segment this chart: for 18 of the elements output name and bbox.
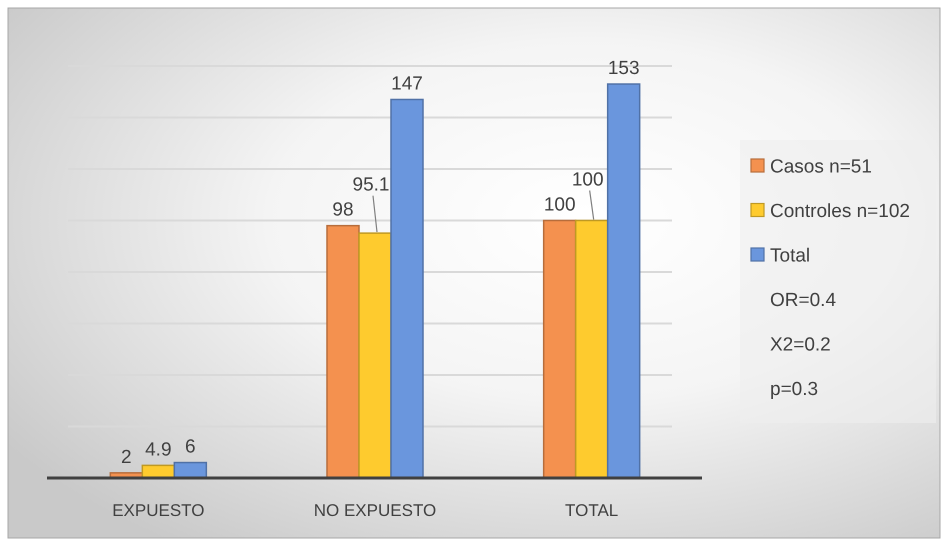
legend-label: Controles n=102 — [770, 201, 910, 222]
data-label: 147 — [391, 73, 423, 94]
legend-label: Casos n=51 — [770, 156, 872, 178]
data-label: 4.9 — [145, 439, 172, 460]
data-label: 153 — [608, 58, 640, 80]
data-label: 98 — [332, 200, 354, 221]
data-label: 2 — [121, 446, 132, 468]
data-label: 6 — [185, 436, 196, 458]
legend-label: Total — [770, 246, 810, 266]
text: X2=0.2 — [770, 334, 831, 356]
data-label: 100 — [544, 194, 576, 216]
x-tick-label: NO EXPUESTO — [314, 501, 436, 520]
x-tick-label: TOTAL — [565, 501, 618, 520]
x-tick-label: EXPUESTO — [112, 501, 204, 520]
data-label: 95.1 — [352, 174, 390, 196]
text: OR=0.4 — [770, 290, 836, 311]
data-label: 100 — [572, 170, 604, 190]
text: p=0.3 — [770, 379, 818, 400]
